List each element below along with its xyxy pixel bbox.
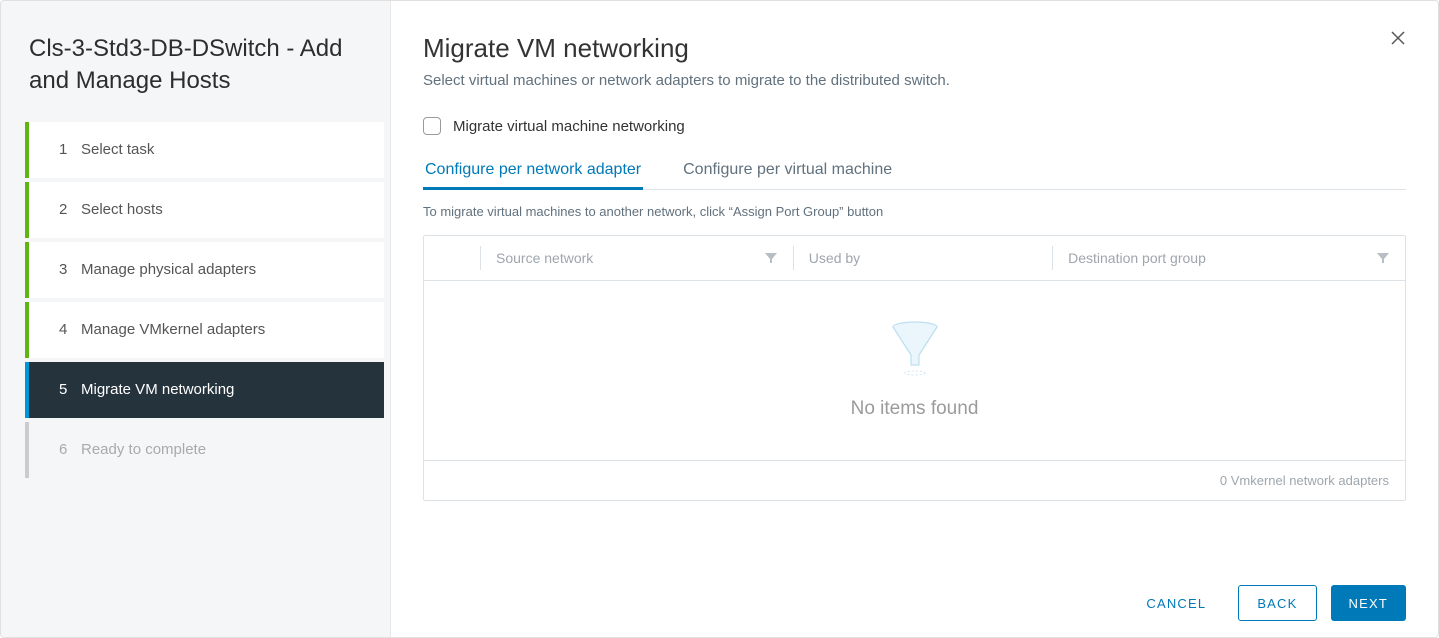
step-migrate-vm-networking[interactable]: 5 Migrate VM networking — [25, 362, 384, 418]
tab-per-virtual-machine[interactable]: Configure per virtual machine — [681, 155, 894, 189]
step-manage-vmkernel-adapters[interactable]: 4 Manage VMkernel adapters — [25, 302, 384, 358]
step-number: 6 — [59, 441, 81, 458]
column-separator — [480, 246, 481, 270]
page-title: Migrate VM networking — [423, 33, 1406, 64]
empty-state-text: No items found — [851, 398, 979, 420]
column-separator — [793, 246, 794, 270]
step-select-task[interactable]: 1 Select task — [25, 122, 384, 178]
column-select — [424, 236, 480, 280]
step-ready-to-complete: 6 Ready to complete — [25, 422, 384, 478]
step-label: Ready to complete — [81, 441, 206, 458]
table-body-empty: No items found — [424, 280, 1405, 460]
column-destination-port-group[interactable]: Destination port group — [1052, 236, 1405, 280]
step-number: 2 — [59, 201, 81, 218]
wizard-footer: CANCEL BACK NEXT — [423, 561, 1406, 621]
funnel-icon — [891, 321, 939, 380]
step-number: 5 — [59, 381, 81, 398]
step-label: Select task — [81, 141, 154, 158]
filter-icon[interactable] — [1377, 252, 1389, 264]
config-tabs: Configure per network adapter Configure … — [423, 155, 1406, 190]
close-icon — [1390, 30, 1406, 49]
assign-port-group-hint: To migrate virtual machines to another n… — [423, 204, 1406, 219]
wizard-content: Migrate VM networking Select virtual mac… — [391, 1, 1438, 637]
back-button[interactable]: BACK — [1238, 585, 1316, 621]
step-label: Migrate VM networking — [81, 381, 234, 398]
column-source-network[interactable]: Source network — [480, 236, 793, 280]
page-description: Select virtual machines or network adapt… — [423, 72, 1406, 89]
cancel-button[interactable]: CANCEL — [1128, 585, 1224, 621]
table-header: Source network Used by Destination port … — [424, 236, 1405, 280]
tab-per-network-adapter[interactable]: Configure per network adapter — [423, 155, 643, 189]
step-label: Manage VMkernel adapters — [81, 321, 265, 338]
step-label: Select hosts — [81, 201, 163, 218]
column-used-by[interactable]: Used by — [793, 236, 1052, 280]
wizard-title: Cls-3-Std3-DB-DSwitch - Add and Manage H… — [1, 25, 390, 122]
step-select-hosts[interactable]: 2 Select hosts — [25, 182, 384, 238]
wizard-steps: 1 Select task 2 Select hosts 3 Manage ph… — [1, 122, 390, 482]
step-number: 4 — [59, 321, 81, 338]
table-footer: 0 Vmkernel network adapters — [424, 460, 1405, 500]
filter-icon[interactable] — [765, 252, 777, 264]
table-footer-count: 0 Vmkernel network adapters — [1220, 473, 1389, 488]
step-number: 1 — [59, 141, 81, 158]
wizard-dialog: Cls-3-Std3-DB-DSwitch - Add and Manage H… — [0, 0, 1439, 638]
column-label: Destination port group — [1068, 250, 1206, 266]
column-label: Source network — [496, 250, 593, 266]
step-number: 3 — [59, 261, 81, 278]
next-button[interactable]: NEXT — [1331, 585, 1406, 621]
checkbox-label: Migrate virtual machine networking — [453, 118, 685, 135]
column-label: Used by — [809, 250, 860, 266]
column-separator — [1052, 246, 1053, 270]
wizard-sidebar: Cls-3-Std3-DB-DSwitch - Add and Manage H… — [1, 1, 391, 637]
close-button[interactable] — [1384, 25, 1412, 53]
adapters-table: Source network Used by Destination port … — [423, 235, 1406, 501]
step-label: Manage physical adapters — [81, 261, 256, 278]
migrate-networking-checkbox-row[interactable]: Migrate virtual machine networking — [423, 117, 1406, 135]
step-manage-physical-adapters[interactable]: 3 Manage physical adapters — [25, 242, 384, 298]
migrate-networking-checkbox[interactable] — [423, 117, 441, 135]
